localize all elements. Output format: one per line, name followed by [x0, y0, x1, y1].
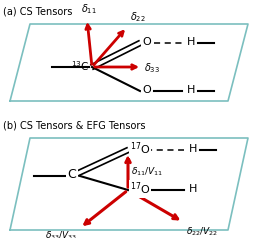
Text: H: H — [187, 85, 195, 95]
Text: $^{17}$O: $^{17}$O — [130, 141, 151, 157]
Text: $^{17}$O: $^{17}$O — [130, 181, 151, 197]
Text: H: H — [187, 37, 195, 47]
Text: $^{13}$C: $^{13}$C — [71, 59, 89, 73]
Text: H: H — [189, 144, 197, 154]
Text: (b) CS Tensors & EFG Tensors: (b) CS Tensors & EFG Tensors — [3, 121, 145, 131]
Text: H: H — [189, 184, 197, 194]
Text: (a) CS Tensors: (a) CS Tensors — [3, 7, 72, 17]
Text: O: O — [142, 85, 151, 95]
Text: $\delta_{33}/V_{33}$: $\delta_{33}/V_{33}$ — [45, 230, 77, 238]
Text: $\delta_{22}$: $\delta_{22}$ — [130, 10, 146, 24]
Text: C: C — [68, 169, 76, 182]
Text: $\delta_{33}$: $\delta_{33}$ — [144, 61, 160, 75]
Text: $\delta_{22}/V_{22}$: $\delta_{22}/V_{22}$ — [186, 225, 218, 238]
Text: $\delta_{11}$: $\delta_{11}$ — [81, 2, 97, 16]
Text: O: O — [142, 37, 151, 47]
Text: $\delta_{11}/V_{11}$: $\delta_{11}/V_{11}$ — [131, 166, 164, 178]
